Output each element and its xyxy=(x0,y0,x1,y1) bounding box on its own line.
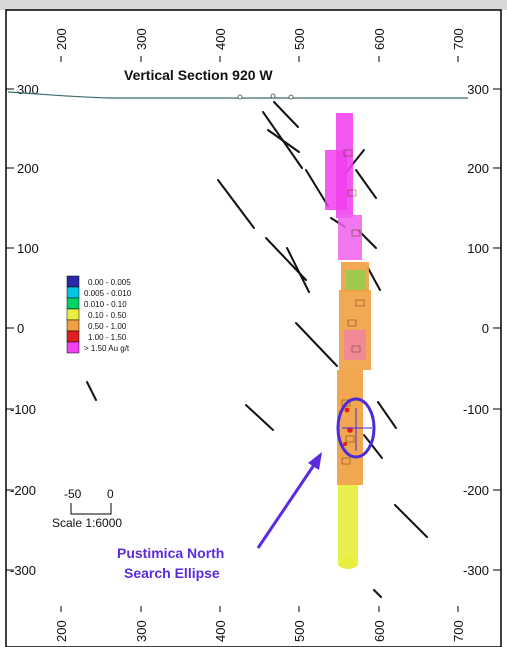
legend-item-6: 1.00 - 1.50 xyxy=(66,330,127,343)
y-tick-left-100: 100 xyxy=(17,241,39,256)
y-axis-right: 300 200 100 0 -100 -200 -300 xyxy=(463,82,501,578)
scale-label: Scale 1:6000 xyxy=(52,516,122,530)
x-tick-bottom-400: 400 xyxy=(213,620,228,642)
y-tick-right-0: 0 xyxy=(482,321,489,336)
annotation-line-1: Pustimica North xyxy=(117,545,224,561)
x-axis-bottom: 200 300 400 500 600 700 xyxy=(54,606,466,642)
y-tick-right-minus300: -300 xyxy=(463,563,489,578)
x-axis-top: 200 300 400 500 600 700 xyxy=(54,28,466,62)
legend-swatch-2 xyxy=(66,286,80,299)
y-tick-left-200: 200 xyxy=(17,161,39,176)
legend-item-7: > 1.50 Au g/t xyxy=(66,341,130,354)
x-tick-top-700: 700 xyxy=(451,28,466,50)
x-tick-top-300: 300 xyxy=(134,28,149,50)
scale-bar-line xyxy=(70,503,112,515)
surface-line xyxy=(7,91,468,99)
collar-markers xyxy=(237,93,294,100)
grade-zone-low xyxy=(338,485,358,565)
grade-column xyxy=(325,113,371,569)
grade-zone-pink-band xyxy=(344,330,366,360)
grade-zone-high-flare xyxy=(325,150,347,210)
annotation-arrow-shaft xyxy=(256,461,318,549)
y-tick-left-minus300: -300 xyxy=(10,563,36,578)
legend-item-5: 0.50 - 1.00 xyxy=(66,319,127,332)
legend-item-2: 0.005 - 0.010 xyxy=(66,286,132,299)
legend-swatch-1 xyxy=(66,275,80,288)
scale-right-label: 0 xyxy=(107,487,114,501)
y-tick-right-100: 100 xyxy=(467,241,489,256)
annotation-arrow-head xyxy=(308,452,322,470)
legend-item-3: 0.010 - 0.10 xyxy=(66,297,127,310)
grade-zone-low-tip xyxy=(338,557,358,569)
y-tick-left-minus100: -100 xyxy=(10,402,36,417)
legend-item-4: 0.10 - 0.50 xyxy=(66,308,127,321)
scale-left-label: -50 xyxy=(64,487,82,501)
y-tick-left-0: 0 xyxy=(17,321,24,336)
legend-label-6: 1.00 - 1.50 xyxy=(88,333,127,342)
y-tick-right-200: 200 xyxy=(467,161,489,176)
legend-swatch-6 xyxy=(66,330,80,343)
x-tick-bottom-200: 200 xyxy=(54,620,69,642)
y-tick-left-300: 300 xyxy=(17,82,39,97)
high-grade-dots xyxy=(343,407,353,446)
x-tick-bottom-300: 300 xyxy=(134,620,149,642)
x-tick-top-400: 400 xyxy=(213,28,228,50)
legend-swatch-4 xyxy=(66,308,80,321)
y-tick-right-minus100: -100 xyxy=(463,402,489,417)
x-tick-bottom-600: 600 xyxy=(372,620,387,642)
legend-label-3: 0.010 - 0.10 xyxy=(84,300,127,309)
x-tick-top-500: 500 xyxy=(292,28,307,50)
search-ellipse xyxy=(336,397,376,459)
search-ellipse-annotation: Pustimica North Search Ellipse xyxy=(117,452,322,581)
legend-swatch-5 xyxy=(66,319,80,332)
x-tick-bottom-700: 700 xyxy=(451,620,466,642)
legend-label-4: 0.10 - 0.50 xyxy=(88,311,127,320)
grade-zone-high-lower xyxy=(338,215,362,260)
legend-label-7: > 1.50 Au g/t xyxy=(84,344,130,353)
legend-label-5: 0.50 - 1.00 xyxy=(88,322,127,331)
annotation-line-2: Search Ellipse xyxy=(124,565,220,581)
section-title: Vertical Section 920 W xyxy=(124,67,273,83)
legend-label-2: 0.005 - 0.010 xyxy=(84,289,132,298)
y-tick-left-minus200: -200 xyxy=(10,483,36,498)
grade-legend: 0.00 - 0.005 0.005 - 0.010 0.010 - 0.10 … xyxy=(66,275,132,354)
legend-swatch-3 xyxy=(66,297,80,310)
grade-zone-green xyxy=(346,270,366,290)
y-tick-right-300: 300 xyxy=(467,82,489,97)
legend-label-1: 0.00 - 0.005 xyxy=(88,278,131,287)
legend-swatch-7 xyxy=(66,341,80,354)
section-frame xyxy=(5,9,502,647)
top-band xyxy=(0,0,507,10)
x-tick-top-600: 600 xyxy=(372,28,387,50)
legend-item-1: 0.00 - 0.005 xyxy=(66,275,131,288)
y-tick-right-minus200: -200 xyxy=(463,483,489,498)
y-axis-left: 300 200 100 0 -100 -200 -300 xyxy=(6,82,39,578)
x-tick-bottom-500: 500 xyxy=(292,620,307,642)
x-tick-top-200: 200 xyxy=(54,28,69,50)
scale-bar: -50 0 Scale 1:6000 xyxy=(52,487,122,530)
